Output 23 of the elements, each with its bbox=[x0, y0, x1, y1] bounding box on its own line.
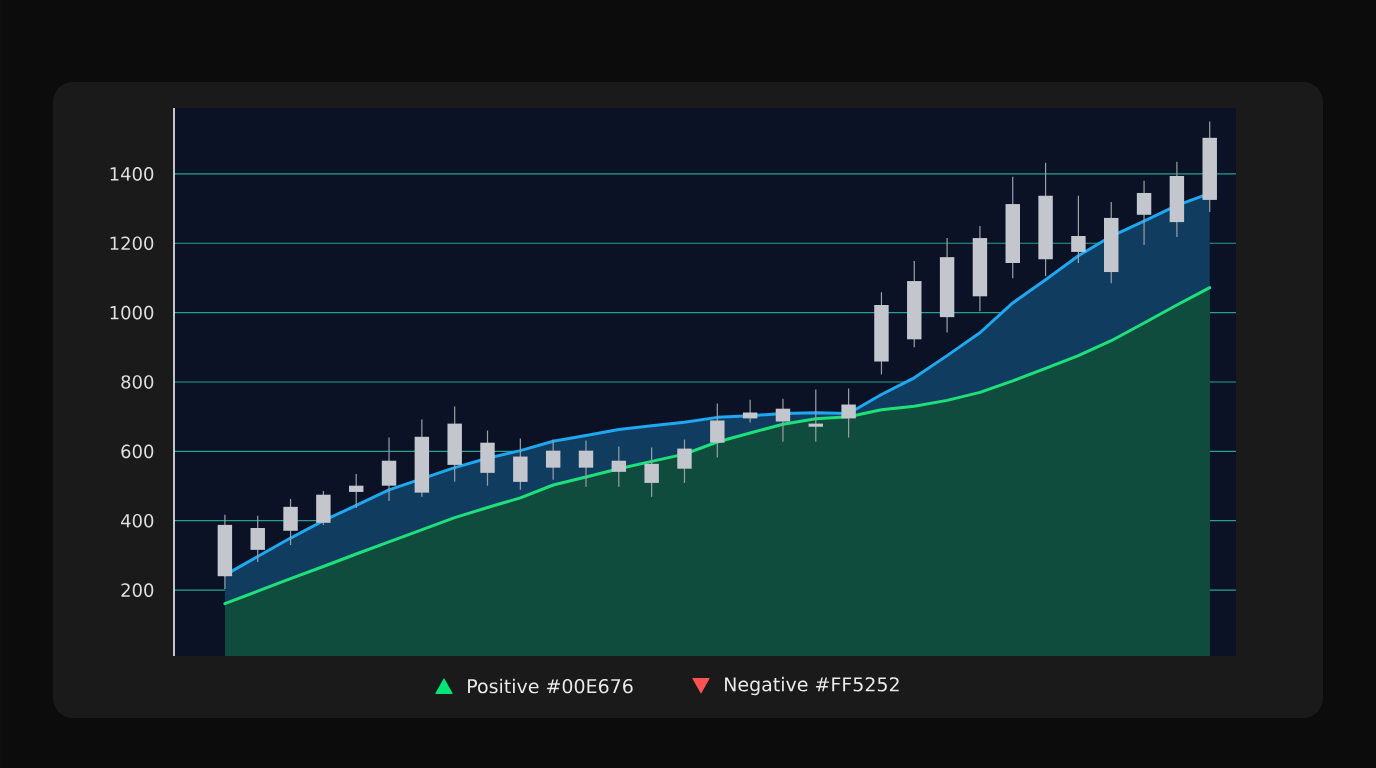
candlestick bbox=[348, 473, 364, 509]
y-tick-label: 400 bbox=[121, 513, 154, 528]
candlestick bbox=[644, 446, 659, 498]
candlestick bbox=[545, 438, 561, 481]
candlestick bbox=[250, 515, 265, 563]
candlestick bbox=[1071, 195, 1086, 264]
candlestick bbox=[775, 398, 791, 443]
y-tick-label: 200 bbox=[121, 583, 154, 597]
text: Negative #FF5252 bbox=[725, 676, 899, 696]
y-tick-label: 600 bbox=[121, 444, 154, 459]
text: Positive #00E676 bbox=[468, 678, 633, 694]
candlestick bbox=[710, 402, 725, 459]
y-tick-label: 800 bbox=[121, 375, 154, 389]
candlestick bbox=[283, 498, 298, 546]
y-tick-label: 1200 bbox=[110, 236, 154, 251]
candlestick bbox=[677, 438, 692, 484]
y-tick-label: 1000 bbox=[110, 305, 154, 320]
candlestick bbox=[611, 445, 627, 488]
y-tick-label: 1400 bbox=[110, 167, 154, 181]
candlestick bbox=[578, 440, 594, 488]
candlestick bbox=[841, 387, 856, 439]
candlestick bbox=[1136, 180, 1152, 246]
candlestick bbox=[808, 389, 824, 443]
